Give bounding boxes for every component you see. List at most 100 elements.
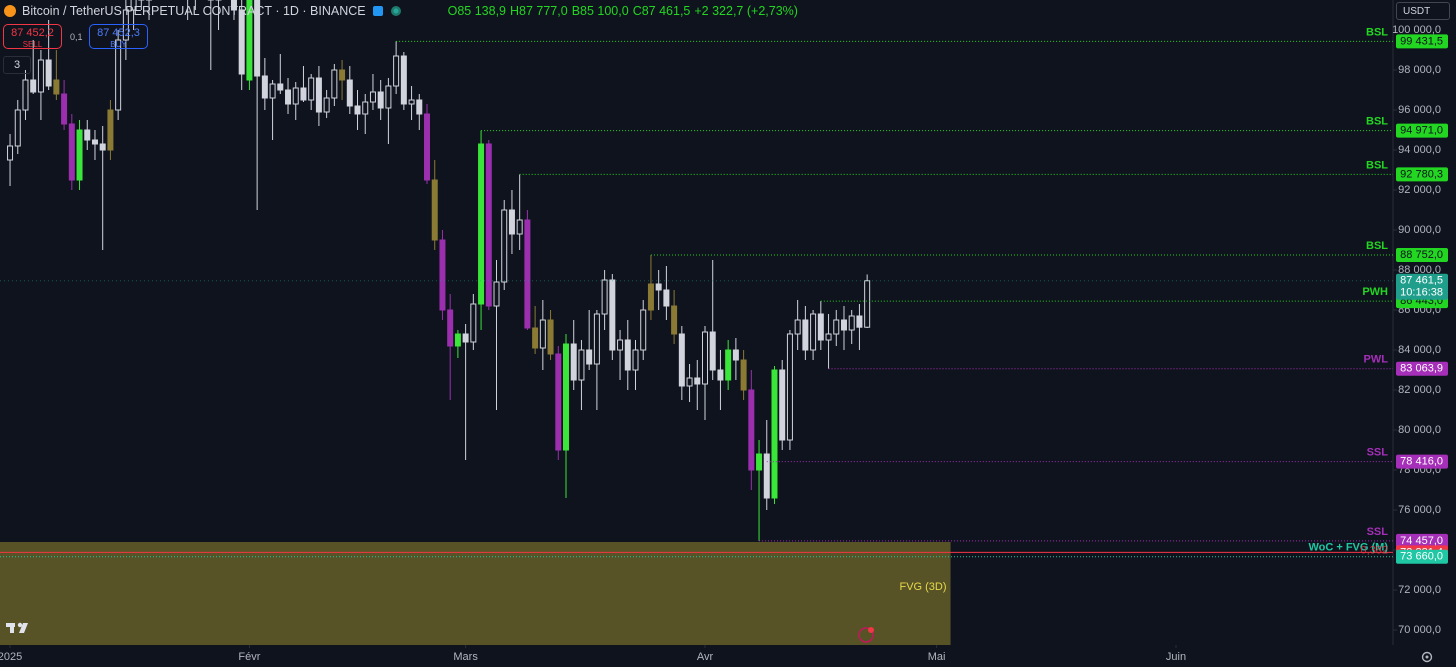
- candle-body: [331, 69, 338, 99]
- candle-body: [740, 359, 747, 391]
- candle-body: [570, 343, 577, 381]
- candle-body: [246, 0, 253, 81]
- x-tick-label: Juin: [1166, 651, 1186, 663]
- candle-body: [439, 239, 446, 311]
- candle-body: [647, 283, 654, 311]
- candle-body: [238, 9, 245, 75]
- candle-body: [617, 339, 624, 351]
- level-price-box: [1396, 454, 1448, 469]
- candle-body: [369, 91, 376, 103]
- candle-body: [470, 303, 477, 343]
- candle-body: [632, 349, 639, 371]
- header: Bitcoin / TetherUS PERPETUAL CONTRACT · …: [4, 3, 798, 19]
- y-tick-label: 80 000,0: [1398, 424, 1441, 436]
- level-price-box: [1396, 361, 1448, 376]
- level-price-label: 74 457,0: [1400, 535, 1443, 547]
- candle-body: [840, 319, 847, 331]
- candle-body: [493, 281, 500, 307]
- candle-body: [408, 99, 415, 105]
- candle-body: [593, 313, 600, 365]
- flag-icon[interactable]: [372, 5, 384, 17]
- candle-body: [400, 55, 407, 105]
- candle-body: [655, 283, 662, 291]
- candle-body: [230, 0, 237, 11]
- candle-body: [686, 377, 693, 387]
- candle-body: [786, 333, 793, 441]
- candle-body: [756, 453, 763, 471]
- candle-body: [277, 83, 284, 91]
- y-tick-label: 88 000,0: [1398, 264, 1441, 276]
- candle-body: [323, 97, 330, 113]
- candle-body: [547, 319, 554, 355]
- ohlc-value: H87 777,0: [510, 4, 568, 18]
- candle-body: [516, 219, 523, 235]
- candle-body: [779, 369, 786, 441]
- level-label: BSL: [1366, 240, 1388, 252]
- layout-value: 3: [13, 59, 21, 71]
- tradingview-logo: [6, 622, 28, 633]
- candle-body: [7, 145, 14, 161]
- candle-body: [300, 87, 307, 101]
- candle-body: [485, 143, 492, 307]
- level-label: BSL: [1366, 159, 1388, 171]
- currency-selector[interactable]: USDT: [1396, 2, 1450, 20]
- candle-body: [501, 209, 508, 283]
- candle-body: [431, 179, 438, 241]
- level-price-box: [1396, 167, 1448, 182]
- candle-body: [856, 315, 863, 328]
- candle-body: [285, 89, 292, 105]
- candle-body: [22, 79, 29, 111]
- y-tick-label: 84 000,0: [1398, 344, 1441, 356]
- candle-body: [315, 77, 322, 113]
- candle-body: [107, 109, 114, 151]
- candle-body: [508, 209, 515, 235]
- candle-body: [269, 83, 276, 99]
- candle-body: [817, 313, 824, 341]
- sell-button[interactable]: 87 452,2 SELL: [3, 24, 62, 49]
- candle-body: [539, 319, 546, 349]
- candle-body: [308, 77, 315, 101]
- y-tick-label: 82 000,0: [1398, 384, 1441, 396]
- candle-body: [84, 129, 91, 141]
- x-tick-label: Févr: [238, 651, 260, 663]
- candle-body: [640, 309, 647, 351]
- y-tick-label: 92 000,0: [1398, 184, 1441, 196]
- candle-body: [725, 349, 732, 381]
- level-price-label: 94 971,0: [1400, 124, 1443, 136]
- alert-icon[interactable]: [858, 627, 874, 643]
- candle-body: [609, 279, 616, 351]
- y-tick-label: 96 000,0: [1398, 104, 1441, 116]
- candle-body: [424, 113, 431, 181]
- candle-body: [91, 139, 98, 145]
- candle-body: [563, 343, 570, 451]
- quantity[interactable]: 0,1: [70, 32, 83, 42]
- x-tick-label: 2025: [0, 651, 22, 663]
- candle-body: [416, 99, 423, 115]
- candle-body: [76, 129, 83, 181]
- candle-body: [377, 91, 384, 109]
- buy-button[interactable]: 87 452,3 BUY: [89, 24, 148, 49]
- level-price-box: [1396, 247, 1448, 262]
- layout-dropdown[interactable]: 3: [3, 56, 31, 74]
- candle-body: [68, 123, 75, 181]
- candle-body: [478, 143, 485, 305]
- level-price-box: [1396, 34, 1448, 49]
- candle-body: [14, 109, 21, 147]
- level-price-box: [1396, 533, 1448, 548]
- candle-body: [30, 79, 37, 93]
- symbol[interactable]: Bitcoin / TetherUS PERPETUAL CONTRACT · …: [22, 4, 366, 18]
- y-tick-label: 94 000,0: [1398, 144, 1441, 156]
- level-label: WoC + FVG (M): [1308, 542, 1388, 554]
- candle-body: [346, 79, 353, 107]
- fvg-label: FVG (3D): [899, 581, 946, 593]
- candle-body: [354, 105, 361, 115]
- candle-body: [292, 87, 299, 105]
- candle-body: [254, 0, 261, 77]
- settings-icon[interactable]: [1421, 651, 1433, 663]
- sell-price: 87 452,2: [11, 27, 54, 39]
- candle-body: [555, 353, 562, 451]
- candle-body: [362, 101, 369, 115]
- candle-body: [794, 319, 801, 335]
